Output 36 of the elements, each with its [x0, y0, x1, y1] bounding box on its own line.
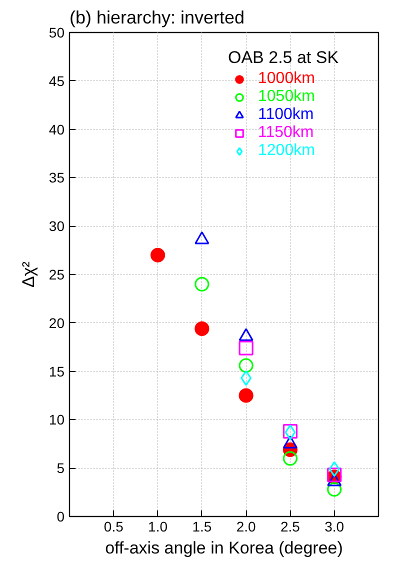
y-axis-title: Δχ² — [18, 261, 38, 288]
point — [150, 248, 166, 262]
y-tick-label: 35 — [48, 170, 65, 186]
y-tick-label: 5 — [56, 460, 65, 476]
point — [238, 388, 254, 403]
x-axis-title: off-axis angle in Korea (degree) — [105, 538, 343, 558]
point — [238, 358, 254, 373]
y-tick-label: 50 — [48, 24, 65, 40]
legend-label: 1150km — [258, 124, 314, 142]
point — [328, 461, 340, 477]
legend-label: 1100km — [258, 106, 314, 124]
y-tick-label: 0 — [56, 508, 65, 524]
x-tick-label: 3.0 — [324, 518, 344, 534]
y-tick-label: 10 — [48, 412, 65, 428]
legend-label: 1050km — [258, 88, 315, 106]
y-tick-label: 40 — [48, 121, 65, 138]
point — [238, 340, 254, 356]
point — [194, 276, 210, 292]
y-tick-label: 45 — [48, 72, 65, 89]
y-tick-label: 25 — [48, 266, 65, 282]
legend-label: 1200km — [258, 142, 315, 160]
legend-label: 1000km — [258, 70, 315, 88]
x-tick-label: 2.5 — [280, 518, 300, 534]
x-tick-label: 1.0 — [148, 518, 168, 534]
point — [240, 370, 252, 386]
x-tick-label: 0.5 — [104, 518, 124, 534]
x-tick-label: 2.0 — [236, 518, 256, 534]
x-tick-label: 1.5 — [192, 518, 212, 534]
y-tick-label: 20 — [48, 314, 65, 331]
y-tick-label: 15 — [48, 363, 65, 380]
legend-title: OAB 2.5 at SK — [228, 48, 339, 68]
chart-title: (b) hierarchy: inverted — [70, 8, 245, 28]
point — [282, 451, 298, 466]
point — [194, 321, 210, 336]
y-tick-label: 30 — [48, 218, 65, 234]
point — [327, 482, 342, 497]
